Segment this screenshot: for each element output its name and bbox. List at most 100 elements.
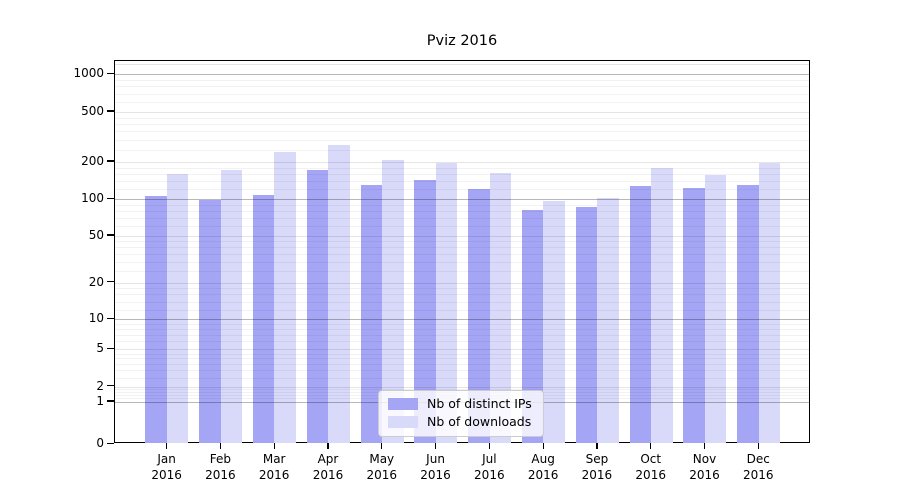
legend-swatch-downloads xyxy=(388,416,418,428)
bar-distinct-ips xyxy=(252,194,275,444)
gridline xyxy=(115,112,809,113)
minor-gridline xyxy=(115,86,809,88)
minor-gridline xyxy=(115,241,809,243)
y-tick-mark xyxy=(107,442,114,444)
x-tick-label: Nov 2016 xyxy=(689,452,720,482)
minor-gridline xyxy=(115,334,809,336)
x-tick-mark xyxy=(273,443,275,449)
y-tick-mark xyxy=(107,347,114,349)
bar-downloads xyxy=(435,162,458,444)
x-tick-label: May 2016 xyxy=(366,452,398,482)
y-tick-mark xyxy=(107,385,114,387)
y-tick-label: 200 xyxy=(81,154,104,168)
minor-gridline xyxy=(115,323,809,325)
minor-gridline xyxy=(115,204,809,206)
bar-downloads xyxy=(220,169,243,444)
minor-gridline xyxy=(115,301,809,303)
minor-gridline xyxy=(115,353,809,355)
x-tick-label: Aug 2016 xyxy=(527,452,559,482)
x-tick-label: Jun 2016 xyxy=(420,452,451,482)
y-tick-label: 5 xyxy=(96,341,104,356)
legend-row-downloads: Nb of downloads xyxy=(388,415,532,429)
x-tick-mark xyxy=(757,443,759,449)
minor-gridline xyxy=(115,102,809,104)
minor-gridline xyxy=(115,370,809,372)
gridline xyxy=(115,74,809,76)
y-tick-label: 50 xyxy=(88,228,104,242)
legend-label-downloads: Nb of downloads xyxy=(427,414,532,429)
minor-gridline xyxy=(115,377,809,379)
y-tick-label: 20 xyxy=(88,274,104,289)
x-tick-label: Dec 2016 xyxy=(743,452,774,482)
minor-gridline xyxy=(115,218,809,220)
minor-gridline xyxy=(115,189,809,191)
gridline xyxy=(115,386,809,388)
x-tick-mark xyxy=(703,443,706,449)
x-tick-mark xyxy=(219,443,222,449)
minor-gridline xyxy=(115,80,809,82)
y-tick-label: 100 xyxy=(81,191,104,206)
gridline xyxy=(115,282,809,284)
minor-gridline xyxy=(115,328,809,330)
x-tick-mark xyxy=(488,443,491,449)
legend: Nb of distinct IPs Nb of downloads xyxy=(378,390,544,437)
y-tick-mark xyxy=(107,72,114,74)
bar-distinct-ips xyxy=(629,186,651,444)
gridline xyxy=(115,162,809,163)
minor-gridline xyxy=(115,93,809,95)
minor-gridline xyxy=(115,389,809,391)
gridline xyxy=(115,319,809,321)
x-tick-label: Sep 2016 xyxy=(581,452,613,482)
x-tick-label: Mar 2016 xyxy=(258,452,290,482)
minor-gridline xyxy=(115,167,809,169)
x-tick-mark xyxy=(650,443,652,449)
bar-distinct-ips xyxy=(521,210,544,444)
y-tick-label: 0 xyxy=(96,436,104,451)
x-tick-label: Feb 2016 xyxy=(205,452,236,482)
x-tick-label: Jan 2016 xyxy=(151,452,182,482)
minor-gridline xyxy=(115,124,809,126)
bar-distinct-ips xyxy=(683,188,705,444)
x-tick-mark xyxy=(381,443,383,449)
bar-downloads xyxy=(543,200,565,444)
minor-gridline xyxy=(115,271,809,273)
bar-distinct-ips xyxy=(306,169,329,444)
bar-downloads xyxy=(489,172,512,444)
minor-gridline xyxy=(115,363,809,365)
y-tick-label: 2 xyxy=(96,378,104,393)
x-tick-mark xyxy=(166,443,168,449)
gridline xyxy=(115,236,809,237)
bar-downloads xyxy=(704,174,727,444)
minor-gridline xyxy=(115,254,809,256)
bar-distinct-ips xyxy=(575,207,598,444)
y-tick-mark xyxy=(107,400,114,402)
bar-distinct-ips xyxy=(737,184,759,444)
bar-downloads xyxy=(166,174,189,444)
legend-swatch-distinct-ips xyxy=(388,398,418,410)
bar-downloads xyxy=(651,168,673,444)
bar-downloads xyxy=(758,163,781,444)
minor-gridline xyxy=(115,358,809,360)
minor-gridline xyxy=(115,139,809,141)
bar-distinct-ips xyxy=(414,180,436,444)
x-tick-label: Apr 2016 xyxy=(312,452,344,482)
plot-area xyxy=(114,60,810,444)
x-tick-label: Oct 2016 xyxy=(635,452,666,482)
y-tick-label: 1 xyxy=(96,394,104,408)
minor-gridline xyxy=(115,174,809,175)
gridline xyxy=(115,199,809,201)
bar-distinct-ips xyxy=(468,189,490,444)
minor-gridline xyxy=(115,181,809,183)
minor-gridline xyxy=(115,288,809,290)
gridline xyxy=(115,349,809,351)
minor-gridline xyxy=(115,131,809,133)
bar-downloads xyxy=(328,144,350,444)
y-tick-mark xyxy=(107,197,114,199)
bar-downloads xyxy=(382,160,404,444)
y-tick-mark xyxy=(107,234,114,236)
minor-gridline xyxy=(115,341,809,343)
minor-gridline xyxy=(115,247,809,249)
y-tick-label: 500 xyxy=(81,104,104,118)
y-tick-mark xyxy=(107,281,114,283)
